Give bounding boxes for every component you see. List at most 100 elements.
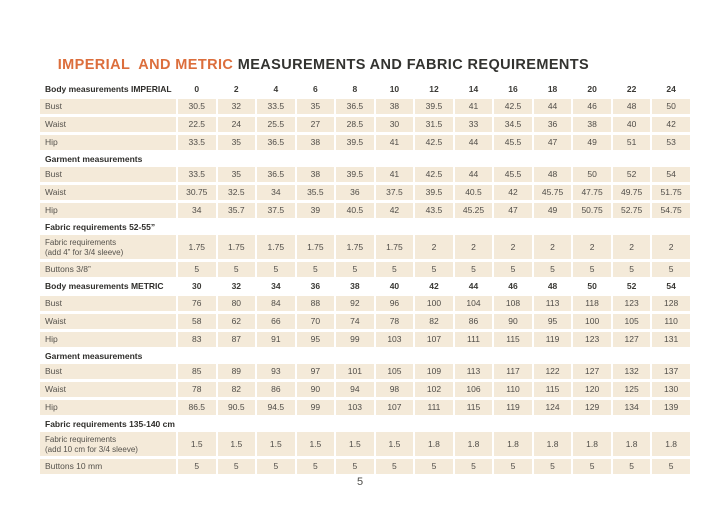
page-number: 5 xyxy=(356,476,364,488)
value-cell: 62 xyxy=(217,314,256,329)
value-cell xyxy=(257,221,295,233)
value-cell: 1.5 xyxy=(178,432,216,456)
row-label: Bust xyxy=(40,167,176,182)
value-cell: 105 xyxy=(375,364,414,379)
value-cell: 1.75 xyxy=(375,235,414,259)
value-cell: 1.5 xyxy=(336,432,374,456)
value-cell: 92 xyxy=(336,296,374,311)
value-cell xyxy=(534,350,572,362)
table-row: Bust 30.5 32 33.5 35 36.5 38 39.5 41 42.5 44 46 48 5… xyxy=(40,99,690,114)
table-row: Bust 85 89 93 97 101 105 109 113 117 122 127 132 137 xyxy=(40,364,690,379)
value-cell: 115 xyxy=(494,332,532,347)
page-title: IMPERIAL AND METRIC MEASUREMENTS AND FAB… xyxy=(40,41,589,89)
value-cell: 129 xyxy=(573,400,611,415)
row-label-text: Body measurements METRIC xyxy=(45,281,164,291)
value-cell xyxy=(652,350,690,362)
value-cell: 33 xyxy=(454,117,493,132)
row-values: 30.5 32 33.5 35 36.5 38 39.5 41 42.5 44 46 48 50 xyxy=(176,99,690,114)
value-cell: 5 xyxy=(612,459,651,474)
value-cell: 90.5 xyxy=(217,400,256,415)
value-cell: 42 xyxy=(652,117,690,132)
table-row: Bust 76 80 84 88 92 96 100 104 108 113 118 123 128 xyxy=(40,296,690,311)
value-cell: 127 xyxy=(573,364,611,379)
row-values xyxy=(176,221,690,233)
row-label: Fabric requirements 52-55” xyxy=(40,221,176,233)
value-cell: 28.5 xyxy=(336,117,374,132)
value-cell: 105 xyxy=(612,314,651,329)
value-cell: 53 xyxy=(652,135,690,150)
value-cell: 5 xyxy=(296,459,335,474)
value-cell: 70 xyxy=(296,314,335,329)
value-cell xyxy=(376,350,414,362)
row-label: Fabric requirements 135-140 cm xyxy=(40,418,176,430)
value-cell: 2 xyxy=(415,235,453,259)
value-cell: 115 xyxy=(454,400,493,415)
value-cell: 83 xyxy=(178,332,216,347)
size-header-cell: 4 xyxy=(273,84,279,94)
value-cell: 45.5 xyxy=(494,135,532,150)
value-cell: 1.8 xyxy=(533,432,572,456)
row-label-text: Hip xyxy=(45,137,58,147)
size-header-cell: 54 xyxy=(666,281,676,291)
value-cell: 104 xyxy=(454,296,493,311)
row-label: Hip xyxy=(40,332,176,347)
row-values: 76 80 84 88 92 96 100 104 108 113 118 123 128 xyxy=(176,296,690,311)
value-cell: 101 xyxy=(336,364,374,379)
value-cell: 27 xyxy=(296,117,335,132)
value-cell: 54.75 xyxy=(652,203,690,218)
value-cell: 34.5 xyxy=(494,117,532,132)
row-values: 58 62 66 70 74 78 82 86 90 95 100 105 110 xyxy=(176,314,690,329)
value-cell xyxy=(218,221,256,233)
row-label-subtext: (add 10 cm for 3/4 sleeve) xyxy=(45,444,138,454)
row-values: 33.5 35 36.5 38 39.5 41 42.5 44 45.5 47 49 51 53 xyxy=(176,135,690,150)
value-cell xyxy=(178,221,216,233)
value-cell: 5 xyxy=(257,459,295,474)
row-values: 33.5 35 36.5 38 39.5 41 42.5 44 45.5 48 50 52 54 xyxy=(176,167,690,182)
size-header-cell: 46 xyxy=(508,281,518,291)
value-cell: 49.75 xyxy=(612,185,651,200)
row-label: Hip xyxy=(40,203,176,218)
value-cell: 131 xyxy=(652,332,690,347)
value-cell: 117 xyxy=(494,364,532,379)
value-cell: 1.8 xyxy=(454,432,493,456)
size-header-cell: 6 xyxy=(312,84,318,94)
value-cell: 1.8 xyxy=(652,432,690,456)
row-label-text: Fabric requirements 135-140 cm xyxy=(45,419,175,429)
value-cell: 42.5 xyxy=(415,167,453,182)
row-label: Garment measurements xyxy=(40,153,176,165)
value-cell: 86 xyxy=(257,382,295,397)
table-row: Waist 22.5 24 25.5 27 28.5 30 31.5 33 34.5 36 38 40… xyxy=(40,117,690,132)
size-header-cell: 14 xyxy=(468,84,479,94)
value-cell: 95 xyxy=(296,332,335,347)
table-row: Waist 30.75 32.5 34 35.5 36 37.5 39.5 40.5 42 45.… xyxy=(40,185,690,200)
row-label: Buttons 3/8” xyxy=(40,262,176,277)
value-cell: 33.5 xyxy=(178,167,216,182)
value-cell: 47.75 xyxy=(573,185,611,200)
value-cell: 139 xyxy=(652,400,690,415)
value-cell: 30.5 xyxy=(178,99,216,114)
row-label: Waist xyxy=(40,314,176,329)
row-values: 30 32 34 36 38 40 42 44 46 48 50 52 54 xyxy=(176,280,690,292)
value-cell: 5 xyxy=(494,459,532,474)
value-cell: 39 xyxy=(296,203,335,218)
value-cell: 88 xyxy=(296,296,335,311)
value-cell: 40 xyxy=(612,117,651,132)
value-cell: 33.5 xyxy=(178,135,216,150)
value-cell: 134 xyxy=(612,400,651,415)
row-label-text: Buttons 3/8” xyxy=(45,264,91,274)
value-cell: 52.75 xyxy=(612,203,651,218)
value-cell: 78 xyxy=(178,382,216,397)
value-cell xyxy=(494,221,532,233)
value-cell xyxy=(613,153,651,165)
value-cell: 5 xyxy=(454,262,493,277)
value-cell: 1.5 xyxy=(217,432,256,456)
row-values: 22.5 24 25.5 27 28.5 30 31.5 33 34.5 36 38 40 42 xyxy=(176,117,690,132)
value-cell: 124 xyxy=(533,400,572,415)
size-header-cell: 38 xyxy=(350,281,360,291)
value-cell: 97 xyxy=(296,364,335,379)
value-cell: 45.5 xyxy=(494,167,532,182)
value-cell: 5 xyxy=(652,262,690,277)
value-cell: 38 xyxy=(375,99,414,114)
value-cell xyxy=(178,350,216,362)
